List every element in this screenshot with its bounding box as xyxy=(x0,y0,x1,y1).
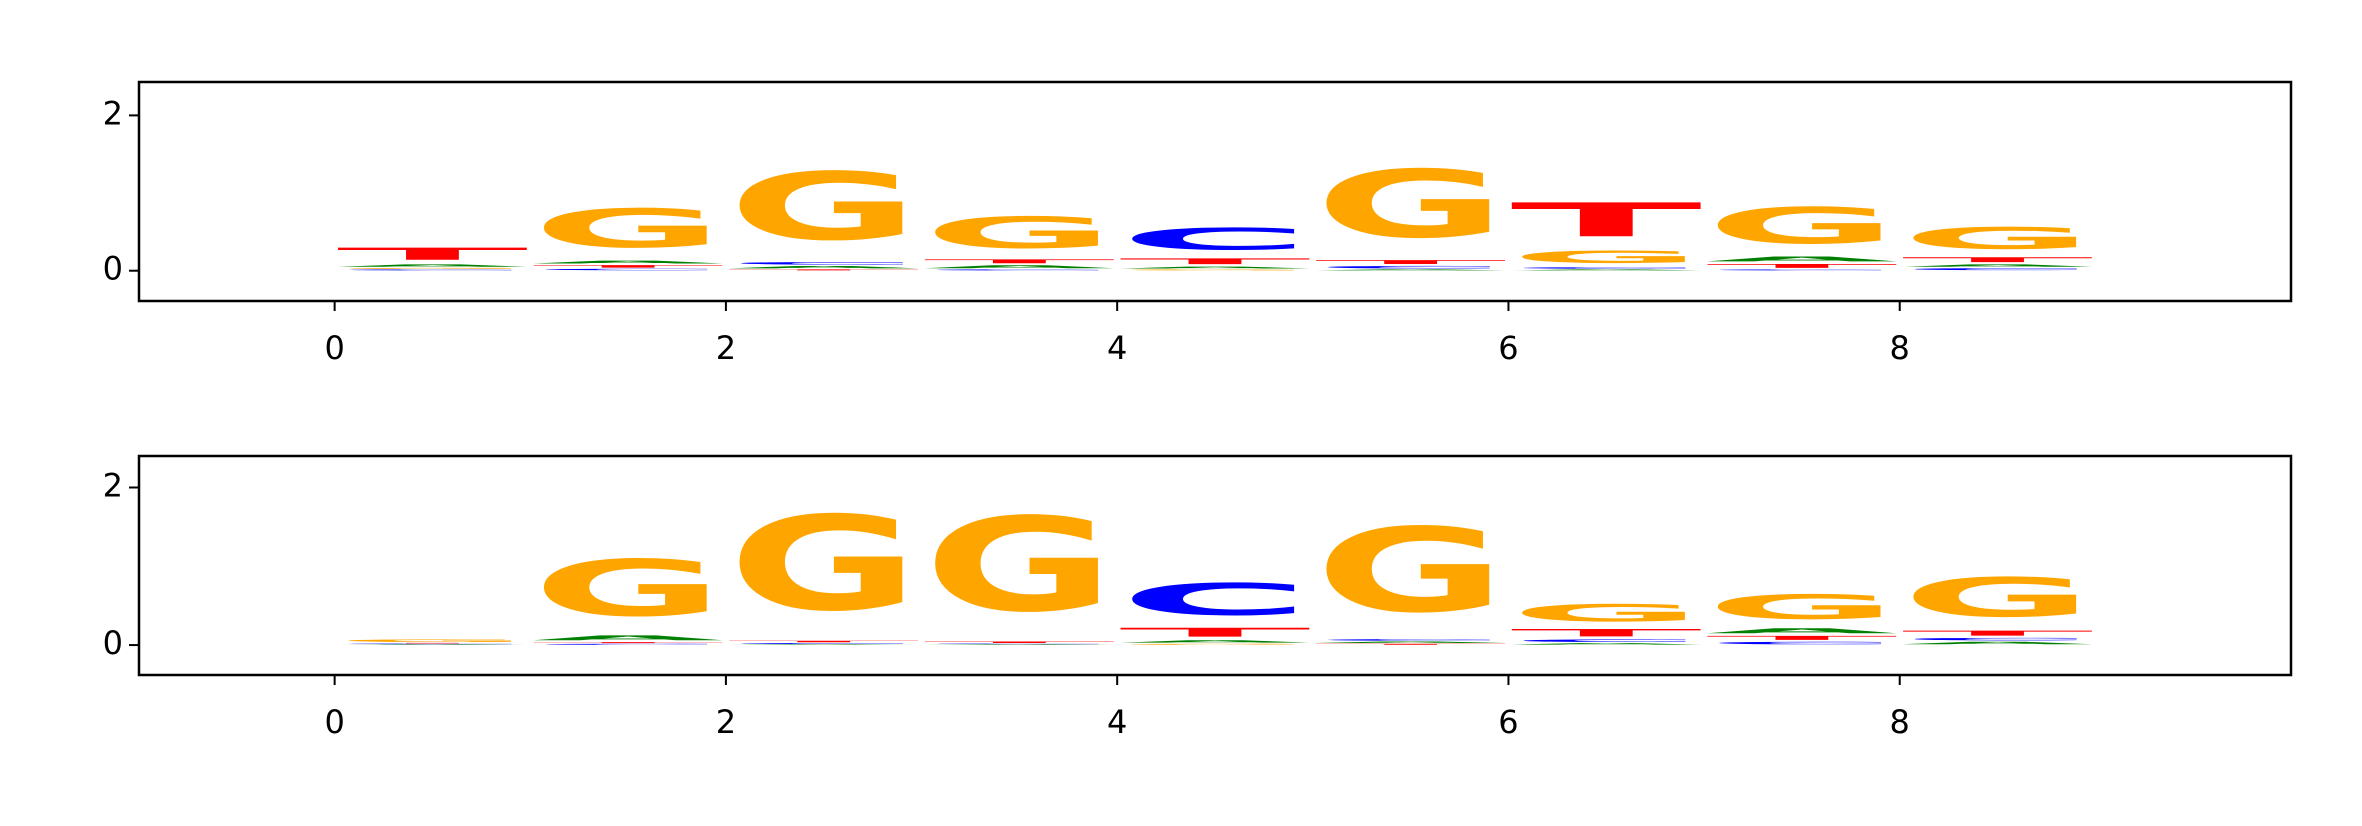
logo-letter: T xyxy=(532,265,724,269)
logo-letter: T xyxy=(532,642,724,644)
logo-letter: A xyxy=(532,634,724,642)
axes-frame xyxy=(137,80,2293,303)
logo-letter: G xyxy=(1119,269,1311,271)
logo-letter: A xyxy=(1315,269,1507,271)
logo-letter: G xyxy=(1902,566,2094,629)
axes-frame xyxy=(137,454,2293,677)
logo-letter: C xyxy=(1119,222,1311,257)
logo-letter: T xyxy=(1315,259,1507,265)
logo-letter: T xyxy=(1315,643,1507,645)
logo-letter: T xyxy=(1902,629,2094,637)
logo-letter: T xyxy=(924,258,1116,264)
x-tick-label: 8 xyxy=(1890,329,1910,367)
logo-letter: G xyxy=(337,639,529,643)
logo-letter: C xyxy=(1315,265,1507,269)
logo-letter: G xyxy=(1706,197,1898,255)
logo-letter: A xyxy=(728,265,920,269)
logo-letter: C xyxy=(337,643,529,644)
logo-letter: A xyxy=(924,265,1116,270)
logo-letter: C xyxy=(337,269,529,271)
logo-letter: C xyxy=(1902,268,2094,271)
logo-letter: C xyxy=(532,268,724,270)
logo-letter: C xyxy=(1706,641,1898,645)
logo-letter: G xyxy=(728,489,920,640)
logo-letter: T xyxy=(1510,193,1702,247)
logo-letter: T xyxy=(1510,627,1702,639)
logo-letter: G xyxy=(1315,504,1507,639)
logo-letter: A xyxy=(728,644,920,645)
logo-letter: G xyxy=(337,268,529,270)
logo-letter: A xyxy=(337,644,529,645)
logo-letter: G xyxy=(924,491,1116,641)
logo-letter: T xyxy=(337,643,529,644)
logo-letter: G xyxy=(1119,643,1311,645)
logo-letter: A xyxy=(532,260,724,265)
logo-letter: G xyxy=(532,544,724,634)
x-tick-label: 6 xyxy=(1498,329,1518,367)
x-tick-label: 0 xyxy=(324,329,344,367)
logo-letter: T xyxy=(924,641,1116,643)
logo-letter: G xyxy=(1510,248,1702,267)
logo-letter: A xyxy=(1902,641,2094,645)
logo-letter: G xyxy=(1510,600,1702,627)
logo-letter: C xyxy=(1119,574,1311,625)
logo-letter: A xyxy=(1706,627,1898,635)
logo-letter: C xyxy=(924,643,1116,644)
y-tick-label: 0 xyxy=(103,624,123,662)
logo-letter: C xyxy=(1510,639,1702,643)
logo-letter: A xyxy=(337,264,529,268)
x-tick-label: 8 xyxy=(1890,703,1910,741)
logo-letter: A xyxy=(1119,640,1311,644)
x-tick-label: 2 xyxy=(716,703,736,741)
logo-letter: A xyxy=(1315,641,1507,643)
logo-letter: A xyxy=(1119,266,1311,269)
logo-letter: T xyxy=(728,640,920,642)
logo-letter: C xyxy=(1902,637,2094,641)
logo-letter: C xyxy=(1315,639,1507,641)
y-tick-label: 2 xyxy=(103,94,123,132)
logo-letter: T xyxy=(1902,256,2094,264)
y-tick-label: 0 xyxy=(103,250,123,288)
logo-letter: T xyxy=(1119,625,1311,639)
x-tick-label: 2 xyxy=(716,329,736,367)
x-tick-label: 4 xyxy=(1107,329,1127,367)
logo-letter: A xyxy=(1706,255,1898,263)
logo-letter: C xyxy=(728,643,920,645)
logo-letter: C xyxy=(532,643,724,645)
logo-letter: G xyxy=(532,198,724,260)
x-tick-label: 0 xyxy=(324,703,344,741)
logo-letter: A xyxy=(1902,264,2094,268)
logo-letter: C xyxy=(1706,269,1898,271)
logo-letter: T xyxy=(337,244,529,263)
logo-letter: T xyxy=(1706,635,1898,641)
logo-letter: G xyxy=(924,208,1116,258)
logo-letter: C xyxy=(728,261,920,265)
y-tick-label: 2 xyxy=(103,467,123,505)
logo-letter: A xyxy=(924,644,1116,645)
x-tick-label: 6 xyxy=(1498,703,1518,741)
logo-letter: G xyxy=(728,153,920,261)
logo-letter: A xyxy=(1510,643,1702,645)
logo-letter: C xyxy=(924,269,1116,271)
logo-letter: A xyxy=(1510,269,1702,271)
logo-letter: G xyxy=(1315,150,1507,258)
logo-letter: C xyxy=(1510,267,1702,269)
logo-letter: T xyxy=(728,269,920,271)
x-tick-label: 4 xyxy=(1107,703,1127,741)
logo-letter: T xyxy=(1119,257,1311,266)
logo-letter: G xyxy=(1706,588,1898,627)
logo-letter: G xyxy=(1902,221,2094,256)
logo-letter: T xyxy=(1706,263,1898,269)
